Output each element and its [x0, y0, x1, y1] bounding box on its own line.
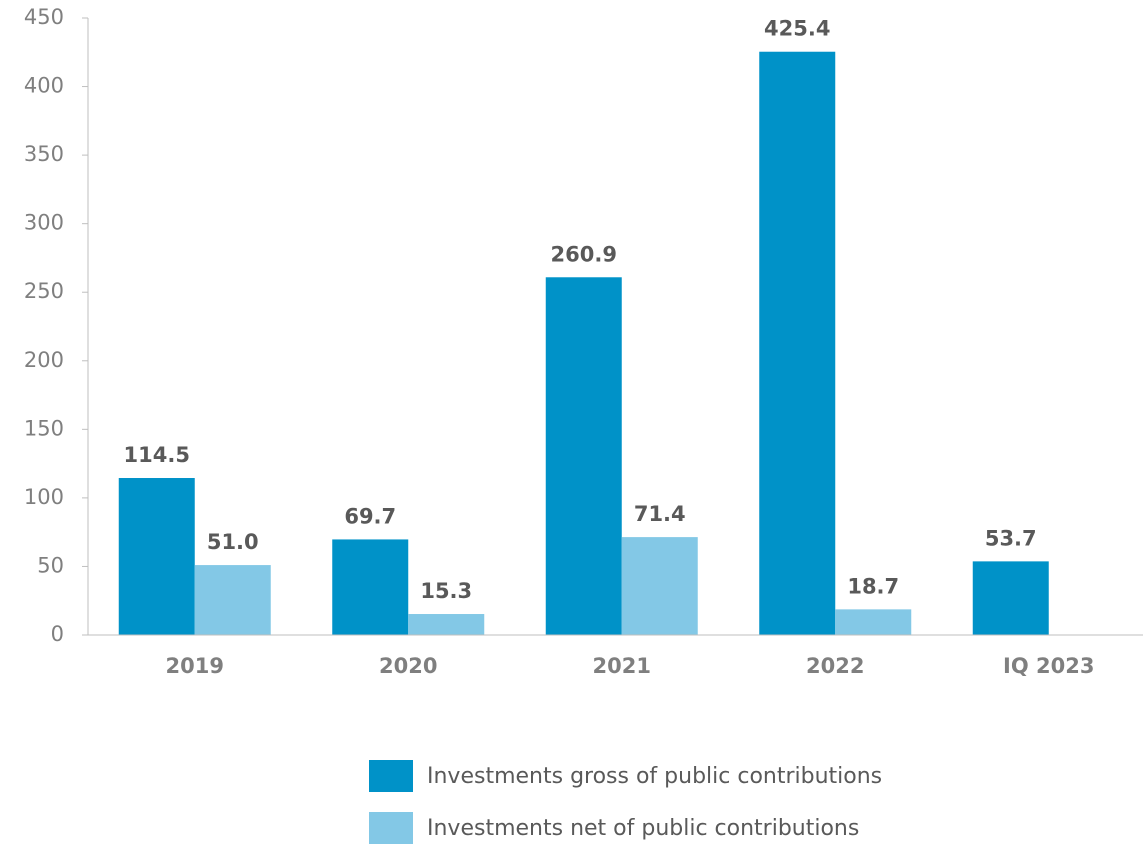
y-tick-label: 400: [24, 74, 64, 98]
x-tick-label: IQ 2023: [1003, 654, 1094, 678]
bar: [621, 537, 698, 635]
data-label: 53.7: [985, 526, 1037, 550]
bar: [835, 609, 912, 635]
y-tick-label: 50: [37, 553, 64, 577]
data-label: 51.0: [207, 530, 259, 554]
x-tick-label: 2020: [379, 654, 437, 678]
data-label: 260.9: [551, 242, 617, 266]
bar: [194, 565, 271, 635]
bar: [972, 561, 1049, 635]
y-tick-label: 450: [24, 5, 64, 29]
y-tick-label: 200: [24, 348, 64, 372]
data-label: 69.7: [344, 504, 396, 528]
legend-swatch: [369, 812, 413, 844]
x-tick-label: 2019: [166, 654, 224, 678]
y-tick-label: 350: [24, 142, 64, 166]
legend-label: Investments net of public contributions: [427, 816, 859, 841]
bar: [118, 478, 195, 635]
bar: [408, 614, 485, 635]
data-label: 71.4: [634, 502, 686, 526]
y-tick-label: 150: [24, 416, 64, 440]
y-tick-label: 100: [24, 485, 64, 509]
data-label: 18.7: [847, 574, 899, 598]
y-tick-label: 0: [51, 622, 64, 646]
y-tick-label: 300: [24, 211, 64, 235]
bar: [332, 539, 409, 635]
y-tick-label: 250: [24, 279, 64, 303]
legend-swatch: [369, 760, 413, 792]
x-tick-label: 2021: [593, 654, 651, 678]
legend-label: Investments gross of public contribution…: [427, 764, 882, 789]
bar: [759, 51, 836, 636]
data-label: 114.5: [124, 443, 190, 467]
data-label: 15.3: [420, 579, 472, 603]
x-tick-label: 2022: [806, 654, 864, 678]
bar: [545, 277, 622, 635]
data-label: 425.4: [764, 17, 830, 41]
